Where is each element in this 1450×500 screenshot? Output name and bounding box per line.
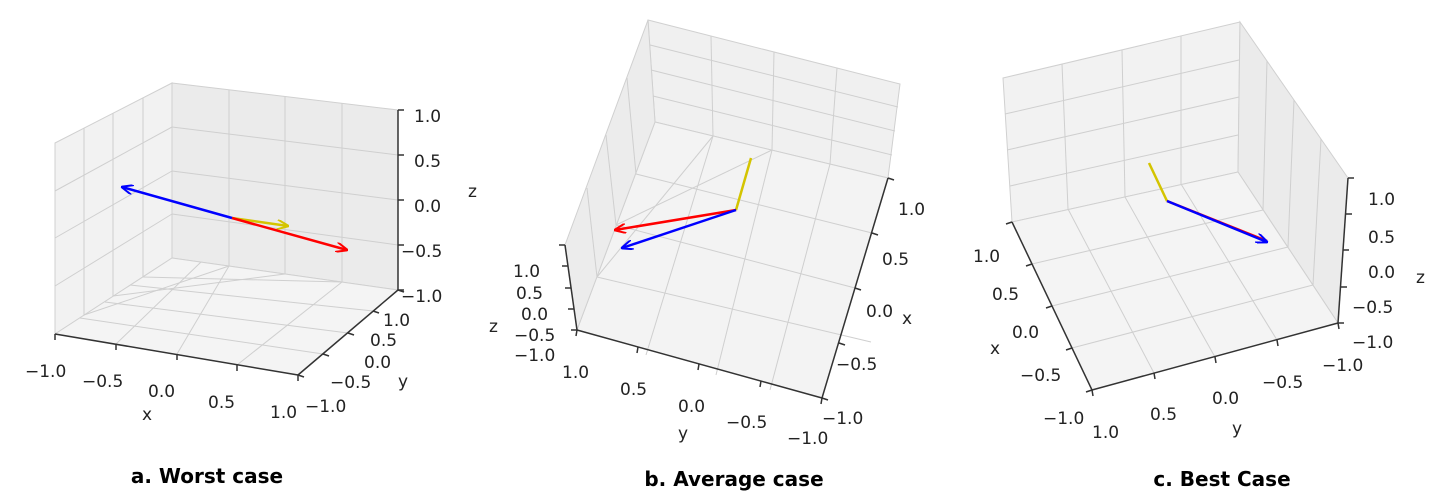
y-tick-label: −0.5 xyxy=(330,373,371,393)
y-tick-label: 0.0 xyxy=(1212,389,1239,409)
tick-marks xyxy=(1005,177,1354,397)
panel-best-case: 1.0 0.5 0.0 −0.5 −1.0 1.0 0.5 0.0 −0.5 −… xyxy=(973,20,1425,491)
x-tick-label: −1.0 xyxy=(822,409,863,429)
x-tick-labels: 1.0 0.5 0.0 −0.5 −1.0 xyxy=(822,200,925,429)
z-tick-label: 0.5 xyxy=(1368,228,1395,248)
x-tick-label: −0.5 xyxy=(1020,366,1061,386)
x-tick-label: −0.5 xyxy=(82,372,123,392)
y-tick-label: 1.0 xyxy=(383,311,410,331)
tick-marks xyxy=(559,177,895,405)
x-tick-label: −1.0 xyxy=(25,362,66,382)
y-tick-label: −1.0 xyxy=(305,397,346,417)
y-tick-label: −0.5 xyxy=(1262,373,1303,393)
z-tick-labels: 1.0 0.5 0.0 −0.5 −1.0 xyxy=(513,262,555,366)
z-tick-label: 1.0 xyxy=(1368,190,1395,210)
y-tick-label: −1.0 xyxy=(1322,356,1363,376)
y-axis-label: y xyxy=(1232,419,1242,439)
y-axis-line xyxy=(297,289,399,376)
gridlines xyxy=(586,35,899,391)
vector-yellow xyxy=(734,157,753,211)
x-tick-labels: −1.0 −0.5 0.0 0.5 1.0 xyxy=(25,362,297,423)
z-tick-label: 0.0 xyxy=(414,197,441,217)
y-axis-line xyxy=(1091,322,1339,391)
x-tick-label: 1.0 xyxy=(898,200,925,220)
x-axis-label: x xyxy=(142,405,152,425)
x-axis-label: x xyxy=(902,309,912,329)
z-tick-label: −1.0 xyxy=(514,346,555,366)
x-tick-label: 0.5 xyxy=(882,250,909,270)
x-tick-label: 0.0 xyxy=(148,382,175,402)
gridlines xyxy=(1004,36,1322,374)
y-tick-label: 0.0 xyxy=(364,353,391,373)
y-tick-label: −1.0 xyxy=(787,429,828,449)
x-tick-label: 0.0 xyxy=(1012,323,1039,343)
x-tick-labels: 1.0 0.5 0.0 −0.5 −1.0 xyxy=(973,247,1084,429)
vector-blue xyxy=(122,187,233,220)
y-tick-label: −0.5 xyxy=(726,413,767,433)
z-tick-label: −1.0 xyxy=(1352,333,1393,353)
z-tick-label: 1.0 xyxy=(513,262,540,282)
x-tick-label: −1.0 xyxy=(1043,409,1084,429)
z-axis-label: z xyxy=(468,182,477,202)
y-tick-label: 0.5 xyxy=(370,331,397,351)
z-axis-label: z xyxy=(1416,268,1425,288)
y-tick-label: 1.0 xyxy=(1092,423,1119,443)
x-axis-label: x xyxy=(990,339,1000,359)
y-axis-line xyxy=(576,329,823,399)
y-tick-label: 1.0 xyxy=(562,363,589,383)
panel-worst-case: 1.0 0.5 0.0 −0.5 −1.0 −1.0 −0.5 0.0 0.5 … xyxy=(25,82,477,488)
z-axis-label: z xyxy=(489,317,498,337)
z-tick-label: 0.5 xyxy=(516,284,543,304)
x-tick-label: 1.0 xyxy=(973,247,1000,267)
x-tick-label: −0.5 xyxy=(836,355,877,375)
y-tick-labels: 1.0 0.5 0.0 −0.5 −1.0 xyxy=(562,363,828,449)
z-tick-label: −1.0 xyxy=(401,287,442,307)
caption: a. Worst case xyxy=(131,464,283,488)
y-axis-label: y xyxy=(678,424,688,444)
y-tick-labels: −1.0 −0.5 0.0 0.5 1.0 xyxy=(305,311,410,417)
x-tick-label: 0.0 xyxy=(866,302,893,322)
vector-blue xyxy=(622,208,737,248)
vector-red xyxy=(231,216,347,250)
x-tick-label: 0.5 xyxy=(208,393,235,413)
z-tick-label: 0.0 xyxy=(1368,263,1395,283)
y-tick-label: 0.5 xyxy=(620,380,647,400)
z-tick-label: 0.5 xyxy=(414,152,441,172)
caption: c. Best Case xyxy=(1153,467,1290,491)
z-tick-label: −0.5 xyxy=(1352,298,1393,318)
vector-red xyxy=(615,208,737,230)
y-tick-labels: 1.0 0.5 0.0 −0.5 −1.0 xyxy=(1092,356,1363,443)
x-tick-label: 1.0 xyxy=(270,403,297,423)
panel-average-case: 1.0 0.5 0.0 −0.5 −1.0 1.0 0.5 0.0 −0.5 −… xyxy=(489,19,925,491)
x-tick-label: 0.5 xyxy=(992,285,1019,305)
z-tick-label: 0.0 xyxy=(521,305,548,325)
y-tick-label: 0.0 xyxy=(678,397,705,417)
z-tick-labels: 1.0 0.5 0.0 −0.5 −1.0 xyxy=(1352,190,1395,353)
caption: b. Average case xyxy=(644,467,823,491)
vector-blue xyxy=(1166,199,1267,242)
vector-yellow xyxy=(1147,162,1169,202)
z-tick-label: 1.0 xyxy=(414,107,441,127)
z-tick-label: −0.5 xyxy=(401,242,442,262)
tick-marks xyxy=(54,109,405,381)
y-tick-label: 0.5 xyxy=(1150,405,1177,425)
z-tick-label: −0.5 xyxy=(514,326,555,346)
y-axis-label: y xyxy=(398,372,408,392)
z-tick-labels: 1.0 0.5 0.0 −0.5 −1.0 xyxy=(401,107,442,307)
